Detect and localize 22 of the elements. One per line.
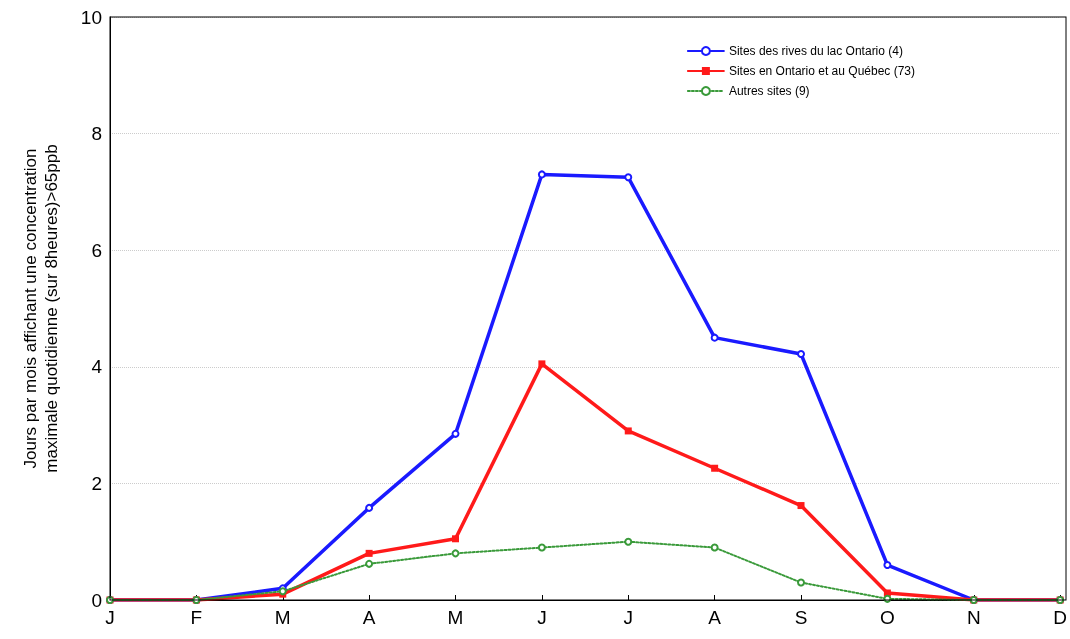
legend-label: Sites des rives du lac Ontario (4) bbox=[728, 44, 903, 58]
y-tick-label: 0 bbox=[91, 589, 102, 611]
x-tick-label: J bbox=[623, 607, 634, 628]
x-tick-label: M bbox=[274, 607, 291, 628]
x-tick-label: N bbox=[966, 607, 981, 628]
y-axis-title: Jours par mois affichant une concentration maximale quotidienne (sur 8heures)>65ppb bbox=[21, 144, 61, 473]
y-tick-label: 10 bbox=[80, 6, 102, 28]
x-tick-label: D bbox=[1053, 607, 1068, 628]
x-tick-label: S bbox=[794, 607, 808, 628]
x-tick-label: A bbox=[708, 607, 722, 628]
legend-label: Sites en Ontario et au Québec (73) bbox=[728, 64, 915, 78]
x-tick-label: J bbox=[105, 607, 115, 628]
x-tick-label: O bbox=[880, 607, 895, 628]
x-tick-label: A bbox=[362, 607, 376, 628]
legend-label: Autres sites (9) bbox=[728, 84, 810, 98]
x-tick-label: F bbox=[190, 607, 203, 628]
y-tick-label: 4 bbox=[91, 356, 103, 378]
y-tick-label: 6 bbox=[91, 239, 102, 261]
y-tick-label: 2 bbox=[91, 472, 102, 494]
y-tick-label: 8 bbox=[91, 123, 102, 145]
x-tick-label: J bbox=[537, 607, 547, 628]
x-tick-label: M bbox=[447, 607, 464, 628]
